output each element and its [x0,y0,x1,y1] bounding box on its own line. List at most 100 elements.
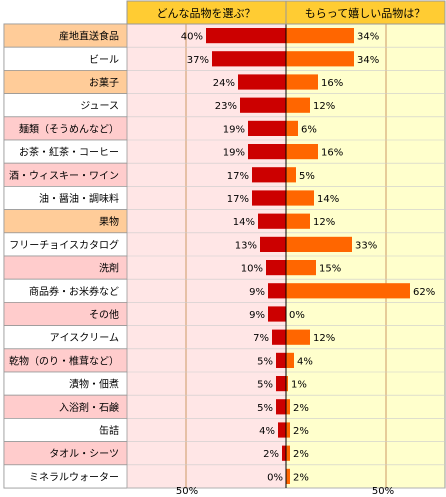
category-label: 漬物・佃煮 [69,378,119,391]
category-label: お茶・紅茶・コーヒー [19,146,119,159]
chart-row: フリーチョイスカタログ 13% 33% [3,232,445,257]
chart-row: 果物 14% 12% [3,209,445,234]
right-value-label: 12% [313,101,335,112]
left-value-label: 7% [253,333,269,344]
left-bar [278,422,286,438]
chart-row: お茶・紅茶・コーヒー 19% 16% [3,139,445,164]
right-value-label: 34% [357,55,379,66]
right-value-label: 2% [293,472,309,483]
left-bar [240,97,286,113]
chart-row: 洗剤 10% 15% [3,255,445,280]
category-label: 産地直送食品 [59,30,119,43]
right-bar [286,190,314,206]
right-bar [286,51,354,67]
axis-label-right: 50% [372,486,394,497]
chart-row: 酒・ウィスキー・ワイン 17% 5% [3,162,445,187]
right-bar [286,28,354,44]
left-bar [260,236,286,252]
right-value-label: 34% [357,32,379,43]
left-value-label: 23% [215,101,237,112]
right-value-label: 15% [319,264,341,275]
category-label: 油・醤油・調味料 [39,192,119,205]
left-value-label: 40% [181,32,203,43]
chart-row: 商品券・お米券など 9% 62% [3,278,445,303]
chart-row: 麺類（そうめんなど） 19% 6% [3,116,445,141]
right-bar [286,97,310,113]
left-bar [248,144,286,160]
category-label: 入浴剤・石鹸 [59,401,119,414]
left-bar [268,306,286,322]
chart-row: 漬物・佃煮 5% 1% [3,371,445,396]
right-value-label: 0% [289,310,305,321]
left-value-label: 0% [267,472,283,483]
category-label: その他 [89,308,119,321]
left-value-label: 4% [259,426,275,437]
chart-row: その他 9% 0% [3,301,445,326]
chart-row: 油・醤油・調味料 17% 14% [3,185,445,210]
right-value-label: 12% [313,333,335,344]
left-bar [252,167,286,183]
right-bar [286,352,294,368]
row-label-cell [3,464,128,489]
right-value-label: 2% [293,403,309,414]
right-value-label: 12% [313,217,335,228]
right-bar [286,213,310,229]
category-label: タオル・シーツ [49,448,119,460]
header-left: どんな品物を選ぶ？ [157,6,256,20]
left-value-label: 17% [227,171,249,182]
right-value-label: 6% [301,124,317,135]
left-bar [238,74,286,90]
right-value-label: 62% [413,287,435,298]
right-value-label: 16% [321,78,343,89]
chart-headers: どんな品物を選ぶ？ もらって嬉しい品物は？ [126,0,446,25]
left-value-label: 10% [241,264,263,275]
right-bar [286,74,318,90]
right-value-label: 1% [291,380,307,391]
category-label: 乾物（のり・椎茸など） [9,354,119,367]
category-label: アイスクリーム [50,332,119,344]
right-bar [286,144,318,160]
chart-rows: 産地直送食品 40% 34% ビール 37% 34% お菓子 24% 16% ジュース 23% 12%… [3,23,445,489]
right-bar [286,260,316,276]
left-value-label: 2% [263,449,279,460]
category-label: 酒・ウィスキー・ワイン [9,170,119,182]
chart-row: ジュース 23% 12% [3,93,445,118]
right-value-label: 2% [293,449,309,460]
category-label: フリーチョイスカタログ [9,238,119,251]
chart-axis: 50% 50% [176,486,394,497]
axis-label-left: 50% [176,486,198,497]
category-label: 洗剤 [99,262,119,275]
right-bar [286,468,290,484]
right-bar [286,445,290,461]
right-bar [286,376,288,392]
right-value-label: 33% [355,240,377,251]
left-value-label: 5% [257,403,273,414]
category-label: ビール [89,54,119,66]
left-value-label: 19% [223,124,245,135]
chart-row: ミネラルウォーター 0% 2% [3,464,445,489]
right-bar [286,167,296,183]
category-label: ミネラルウォーター [29,471,119,483]
left-value-label: 37% [187,55,209,66]
left-bar [272,329,286,345]
right-value-label: 5% [299,171,315,182]
right-value-label: 4% [297,356,313,367]
left-value-label: 13% [235,240,257,251]
left-value-label: 14% [233,217,255,228]
left-value-label: 24% [213,78,235,89]
left-value-label: 19% [223,148,245,159]
left-bar [282,445,286,461]
category-label: お菓子 [89,77,119,89]
chart-row: 入浴剤・石鹸 5% 2% [3,394,445,419]
right-value-label: 14% [317,194,339,205]
chart-row: 缶詰 4% 2% [3,417,445,442]
category-label: 缶詰 [99,424,119,437]
left-bar [266,260,286,276]
left-value-label: 9% [249,310,265,321]
left-bar [252,190,286,206]
right-bar [286,236,352,252]
right-bar [286,399,290,415]
right-value-label: 16% [321,148,343,159]
right-bar [286,422,290,438]
